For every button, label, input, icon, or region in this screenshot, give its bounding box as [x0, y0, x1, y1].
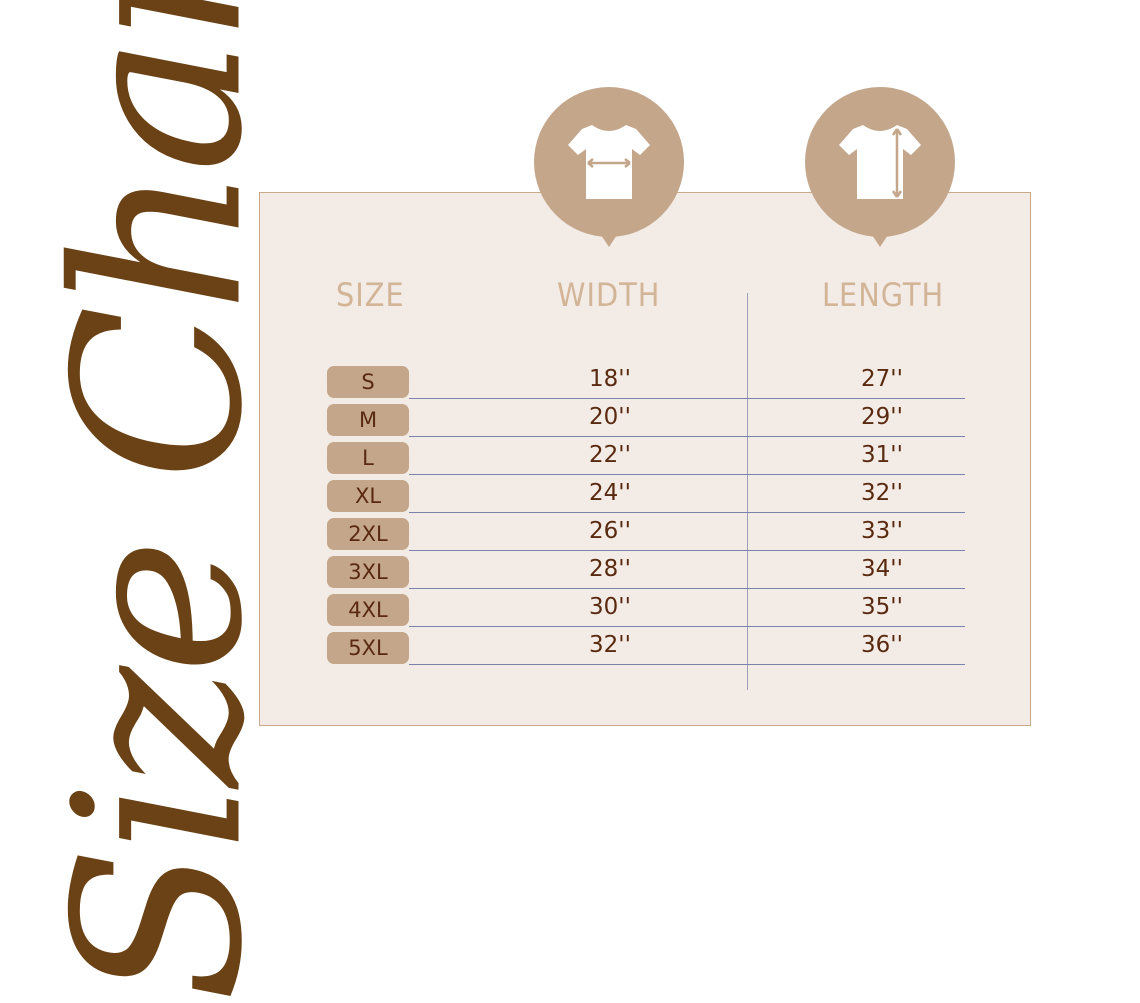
- length-value: 27'': [861, 366, 903, 392]
- length-value: 32'': [861, 480, 903, 506]
- size-label: S: [327, 366, 409, 398]
- width-value: 30'': [589, 594, 631, 620]
- width-value: 24'': [589, 480, 631, 506]
- size-label: L: [327, 442, 409, 474]
- width-value: 28'': [589, 556, 631, 582]
- size-label: 5XL: [327, 632, 409, 664]
- length-value: 35'': [861, 594, 903, 620]
- column-divider: [747, 293, 748, 690]
- row-separator: [409, 398, 965, 399]
- tshirt-width-icon: [534, 87, 684, 247]
- row-separator: [409, 588, 965, 589]
- size-label: 3XL: [327, 556, 409, 588]
- row-separator: [409, 512, 965, 513]
- length-value: 29'': [861, 404, 903, 430]
- length-header: LENGTH: [822, 276, 945, 314]
- length-value: 34'': [861, 556, 903, 582]
- size-header: SIZE: [336, 276, 405, 314]
- length-value: 31'': [861, 442, 903, 468]
- width-value: 22'': [589, 442, 631, 468]
- length-value: 36'': [861, 632, 903, 658]
- row-separator: [409, 626, 965, 627]
- width-header: WIDTH: [557, 276, 661, 314]
- size-label: M: [327, 404, 409, 436]
- width-value: 32'': [589, 632, 631, 658]
- row-separator: [409, 664, 965, 665]
- width-value: 26'': [589, 518, 631, 544]
- row-separator: [409, 436, 965, 437]
- row-separator: [409, 550, 965, 551]
- size-label: 2XL: [327, 518, 409, 550]
- width-value: 18'': [589, 366, 631, 392]
- size-chart-title: Size Chart: [26, 0, 294, 1003]
- width-value: 20'': [589, 404, 631, 430]
- size-label: XL: [327, 480, 409, 512]
- length-value: 33'': [861, 518, 903, 544]
- row-separator: [409, 474, 965, 475]
- size-label: 4XL: [327, 594, 409, 626]
- tshirt-length-icon: [805, 87, 955, 247]
